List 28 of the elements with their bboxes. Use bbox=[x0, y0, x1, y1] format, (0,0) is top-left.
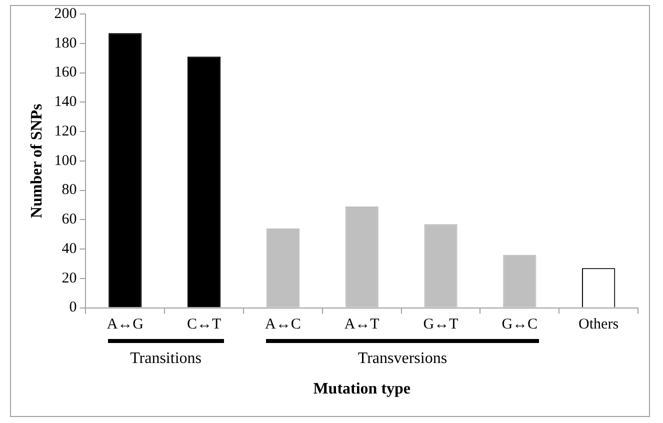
bar bbox=[345, 206, 378, 308]
y-tick-label: 200 bbox=[54, 6, 77, 22]
y-axis-title: Number of SNPs bbox=[28, 104, 46, 218]
x-tick-label: G↔C bbox=[502, 316, 538, 333]
y-tick-label: 80 bbox=[62, 182, 77, 198]
x-tick-label: C↔T bbox=[186, 316, 222, 333]
x-tick-label: A↔G bbox=[106, 316, 144, 333]
y-tick-label: 100 bbox=[54, 152, 77, 169]
x-tick-label: Others bbox=[578, 316, 619, 333]
x-tick-label: A↔T bbox=[344, 316, 380, 333]
y-tick-label: 20 bbox=[62, 270, 77, 286]
y-tick-label: 160 bbox=[54, 64, 77, 81]
x-tick-label: A↔C bbox=[265, 316, 301, 333]
bar bbox=[108, 33, 142, 308]
x-tick-label: G↔T bbox=[423, 316, 458, 333]
text: Transversions bbox=[358, 350, 448, 368]
y-tick-label: 120 bbox=[54, 123, 77, 140]
bar bbox=[266, 228, 300, 308]
y-tick-label: 180 bbox=[54, 35, 77, 52]
x-axis-title: Mutation type bbox=[313, 380, 411, 398]
y-tick-label: 0 bbox=[69, 300, 77, 316]
y-tick-label: 60 bbox=[62, 212, 77, 228]
bar bbox=[503, 254, 536, 308]
bar bbox=[187, 56, 221, 308]
y-tick-label: 140 bbox=[54, 94, 77, 110]
y-tick-label: 40 bbox=[62, 240, 77, 257]
text: Transitions bbox=[130, 350, 202, 368]
bar bbox=[424, 224, 458, 308]
